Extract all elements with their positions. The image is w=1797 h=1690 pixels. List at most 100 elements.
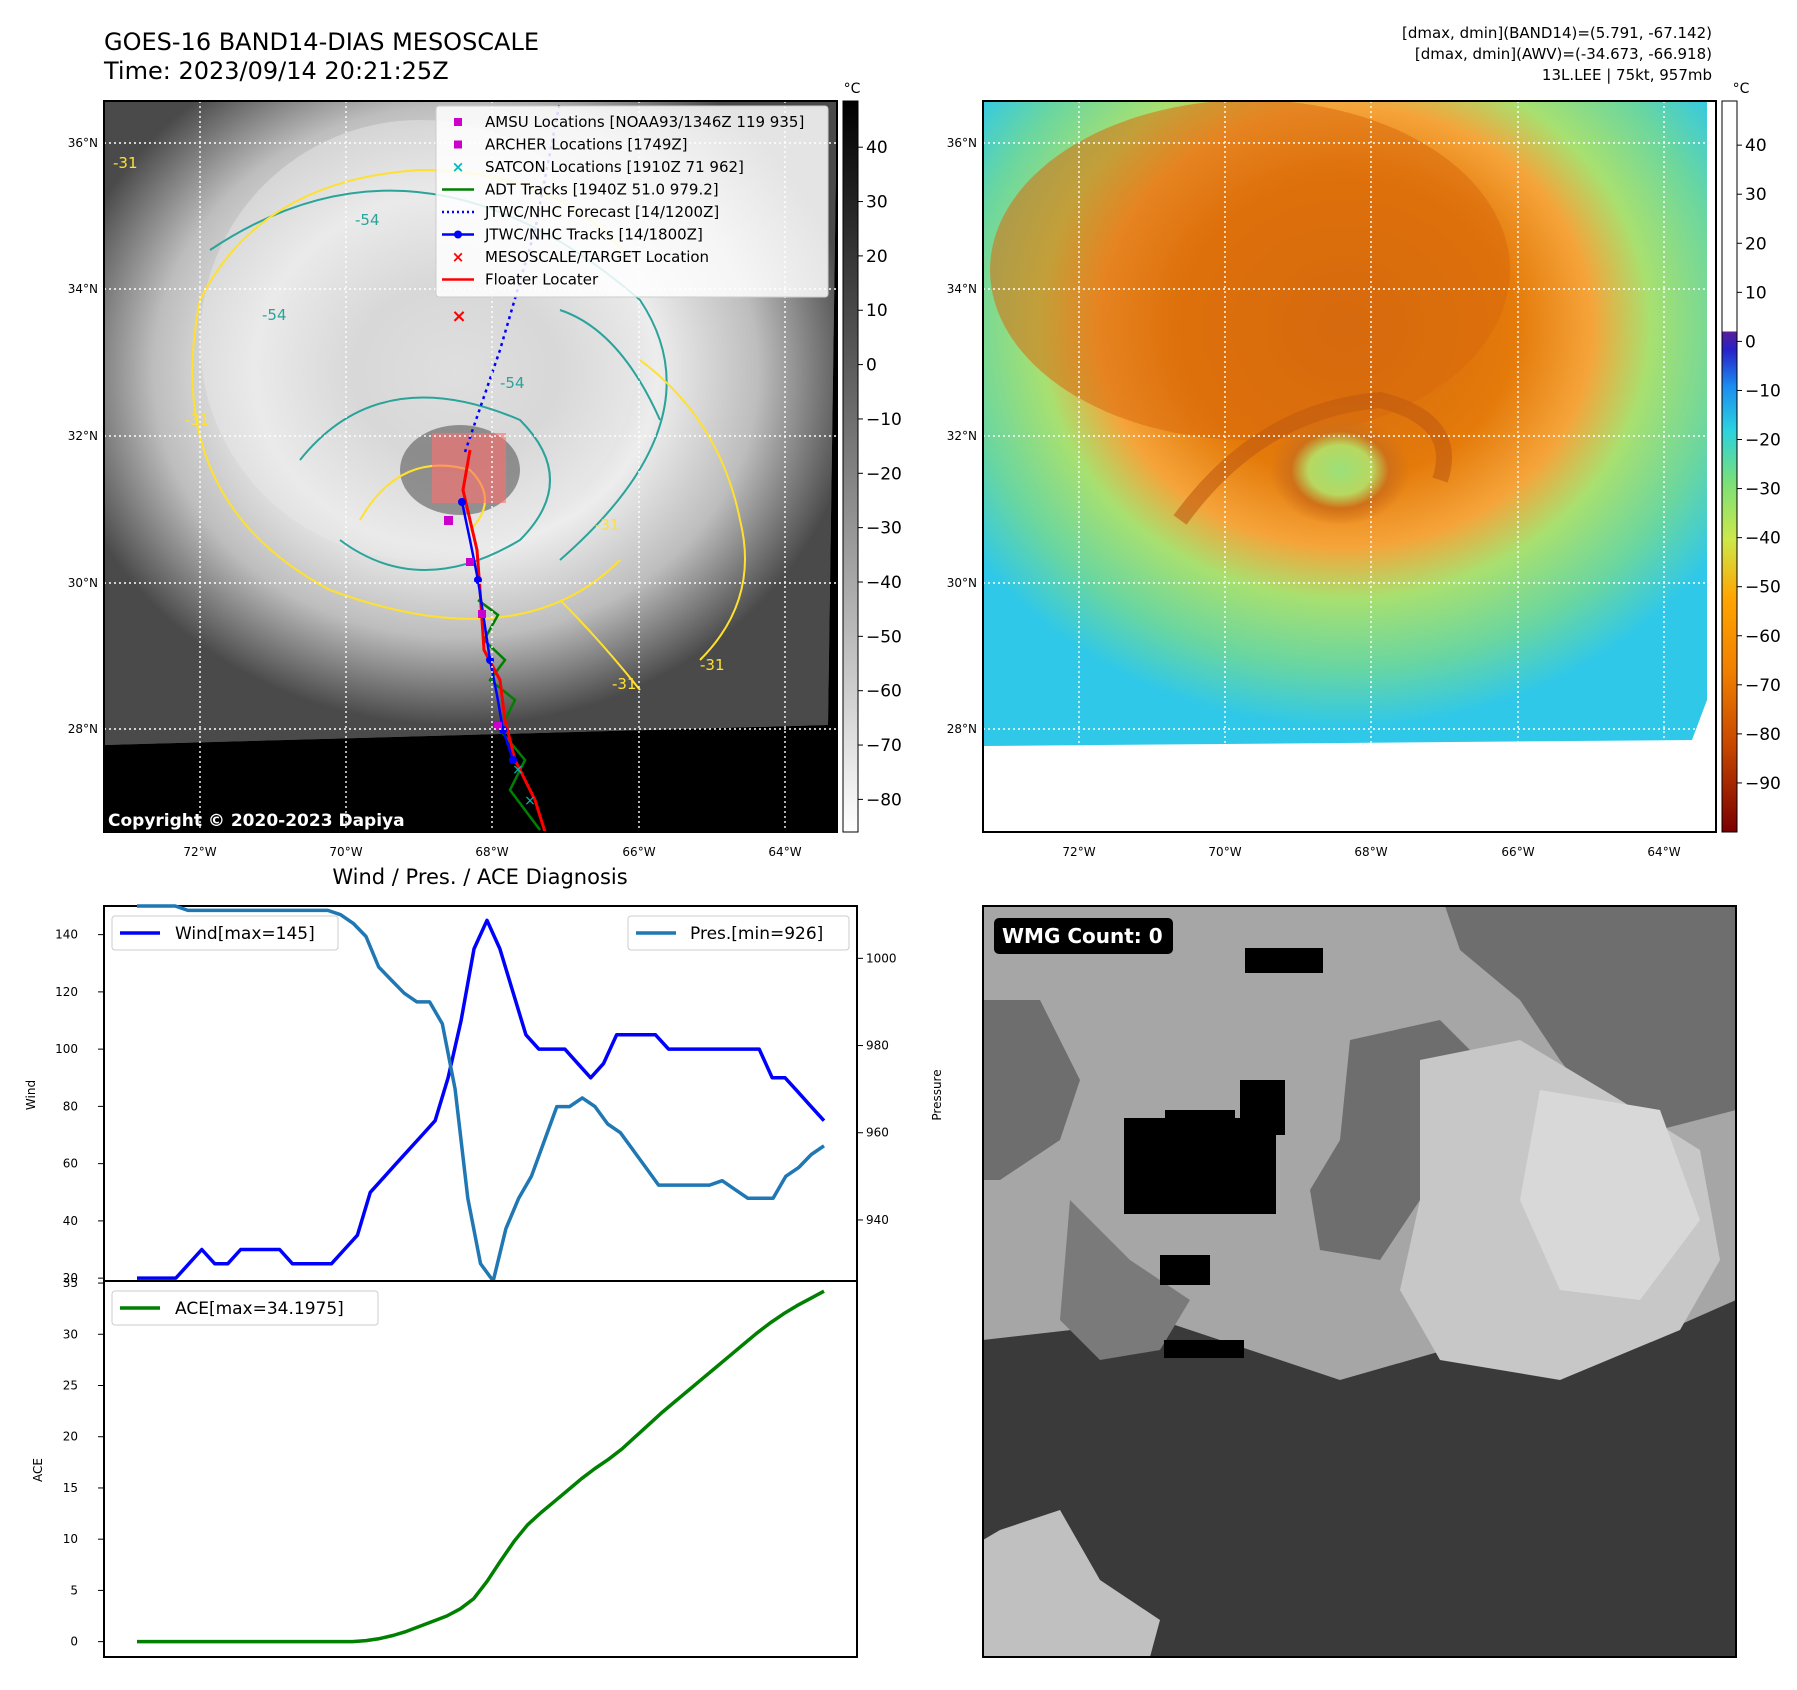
wind-legend-label: Wind[max=145] <box>175 924 315 944</box>
wind-ytick-label: 100 <box>55 1042 78 1056</box>
colorbar-tick-label: −40 <box>866 573 902 593</box>
archer-marker <box>478 610 486 618</box>
wind-ytick-label: 60 <box>63 1157 78 1171</box>
contour-label: -31 <box>700 656 725 674</box>
target-marker: × <box>451 306 466 327</box>
legend-dot-marker <box>454 230 462 239</box>
colorbar-tick-label: 10 <box>866 301 888 321</box>
ace-panel: 0 5 10 15 20 25 30 35 ACE ACE[max=34.1975] <box>31 1276 858 1658</box>
colorbar-tick-label: 40 <box>1745 136 1767 156</box>
colorbar-tick-label: −90 <box>1745 774 1781 794</box>
ace-legend: ACE[max=34.1975] <box>111 1290 379 1326</box>
wind-ytick-label: 80 <box>63 1099 78 1113</box>
colorbar-tick-label: −50 <box>866 627 902 647</box>
wind-ytick-label: 20 <box>63 1271 78 1285</box>
lon-tick: 64°W <box>768 845 801 859</box>
map-legend: AMSU Locations [NOAA93/1346Z 119 935] ARC… <box>435 105 829 298</box>
ace-ytick-label: 15 <box>63 1481 78 1495</box>
colorbar-tick-label: 40 <box>866 138 888 158</box>
legend-x-marker: × <box>452 248 465 266</box>
legend-x-marker: × <box>452 158 465 176</box>
wind-series-line <box>137 918 826 1280</box>
lon-tick: 66°W <box>622 845 655 859</box>
legend-item: ADT Tracks [1940Z 51.0 979.2] <box>442 181 719 199</box>
lon-tick: 68°W <box>1354 845 1387 859</box>
colorbar-tick-label: −60 <box>866 682 902 702</box>
lon-tick: 64°W <box>1647 845 1680 859</box>
ace-ytick-label: 20 <box>63 1430 78 1444</box>
wind-axis-label: Wind <box>24 1080 38 1110</box>
legend-item: AMSU Locations [NOAA93/1346Z 119 935] <box>454 113 804 131</box>
amsu-marker <box>444 516 453 525</box>
lon-tick: 66°W <box>1501 845 1534 859</box>
contour-label: -54 <box>262 306 287 324</box>
colorbar-unit: °C <box>844 81 861 97</box>
pressure-legend: Pres.[min=926] <box>627 915 850 951</box>
colorbar-tick-label: −40 <box>1745 529 1781 549</box>
ace-ytick-label: 35 <box>63 1276 78 1290</box>
ace-legend-label: ACE[max=34.1975] <box>175 1299 344 1319</box>
lat-tick: 34°N <box>68 282 98 296</box>
colorbar-tick-label: −20 <box>866 464 902 484</box>
ace-ytick-label: 5 <box>70 1583 78 1597</box>
colorbar-tick-label: 30 <box>1745 185 1767 205</box>
wmg-panel: WMG Count: 0 <box>982 905 1737 1658</box>
info-band14: [dmax, dmin](BAND14)=(5.791, -67.142) <box>1402 24 1712 42</box>
wind-pressure-panel: 20 40 60 80 100 120 140 940 960 980 1000 Wind Pre… <box>24 904 944 1285</box>
legend-label: JTWC/NHC Tracks [14/1800Z] <box>484 226 703 244</box>
colorbar-tick-label: −30 <box>1745 480 1781 500</box>
contour-label: -54 <box>355 211 380 229</box>
colorbar-tick-label: −30 <box>866 519 902 539</box>
legend-item: JTWC/NHC Forecast [14/1200Z] <box>442 203 719 221</box>
colorbar-unit: °C <box>1733 81 1750 97</box>
info-awv: [dmax, dmin](AWV)=(-34.673, -66.918) <box>1415 45 1712 63</box>
colorbar-grayscale: °C 40 30 20 10 0 −10 −20 −30 −40 −50 −60 −70 −80 <box>842 81 902 833</box>
legend-label: ARCHER Locations [1749Z] <box>485 136 688 154</box>
pressure-ytick-label: 940 <box>866 1213 889 1227</box>
diagnosis-title: Wind / Pres. / ACE Diagnosis <box>332 865 627 889</box>
archer-marker <box>494 722 502 730</box>
legend-label: Floater Locater <box>485 271 599 289</box>
colorbar-tick-label: 0 <box>1745 332 1756 352</box>
ir-color-map <box>982 100 1717 833</box>
wmg-count-label: WMG Count: 0 <box>1002 924 1163 948</box>
info-storm: 13L.LEE | 75kt, 957mb <box>1542 66 1712 84</box>
legend-square-marker <box>454 140 462 149</box>
pressure-ytick-label: 1000 <box>866 951 897 965</box>
lat-tick: 34°N <box>947 282 977 296</box>
archer-marker <box>466 558 474 566</box>
legend-item: Floater Locater <box>442 271 599 289</box>
lon-tick: 72°W <box>183 845 216 859</box>
pressure-ytick-label: 980 <box>866 1039 889 1053</box>
copyright-text: Copyright © 2020-2023 Dapiya <box>108 811 405 831</box>
colorbar-tick-label: 20 <box>866 247 888 267</box>
figure-title: GOES-16 BAND14-DIAS MESOSCALE <box>104 28 539 56</box>
colorbar-tick-label: −10 <box>866 410 902 430</box>
contour-label: -31 <box>113 154 138 172</box>
colorbar-tick-label: 10 <box>1745 283 1767 303</box>
legend-label: MESOSCALE/TARGET Location <box>485 248 709 266</box>
colorbar-tick-label: −70 <box>866 736 902 756</box>
colorbar-tick-label: −70 <box>1745 676 1781 696</box>
colorbar-tick-label: −20 <box>1745 431 1781 451</box>
colorbar-tick-label: −80 <box>1745 725 1781 745</box>
legend-item: ARCHER Locations [1749Z] <box>454 136 688 154</box>
ace-axis-label: ACE <box>31 1458 45 1482</box>
lat-tick: 32°N <box>68 429 98 443</box>
legend-label: ADT Tracks [1940Z 51.0 979.2] <box>485 181 719 199</box>
wind-ytick-label: 140 <box>55 928 78 942</box>
legend-label: JTWC/NHC Forecast [14/1200Z] <box>484 203 719 221</box>
lat-tick: 28°N <box>68 722 98 736</box>
pressure-series-line <box>137 904 825 1283</box>
legend-label: SATCON Locations [1910Z 71 962] <box>485 158 744 176</box>
wind-ytick-label: 40 <box>63 1214 78 1228</box>
floater-box <box>432 433 506 503</box>
lon-tick: 70°W <box>1208 845 1241 859</box>
colorbar-tick-label: −60 <box>1745 627 1781 647</box>
legend-item: × MESOSCALE/TARGET Location <box>452 248 709 266</box>
contour-label: -31 <box>595 516 620 534</box>
legend-item: × SATCON Locations [1910Z 71 962] <box>452 158 744 176</box>
legend-label: AMSU Locations [NOAA93/1346Z 119 935] <box>485 113 804 131</box>
ace-ytick-label: 25 <box>63 1379 78 1393</box>
